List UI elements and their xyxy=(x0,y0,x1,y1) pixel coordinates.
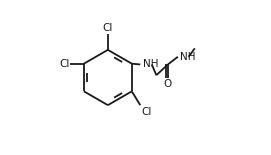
Text: Cl: Cl xyxy=(103,23,113,33)
Text: NH: NH xyxy=(180,52,196,62)
Text: O: O xyxy=(164,79,172,89)
Text: Cl: Cl xyxy=(59,59,69,69)
Text: Cl: Cl xyxy=(141,107,151,117)
Text: NH: NH xyxy=(143,60,159,69)
